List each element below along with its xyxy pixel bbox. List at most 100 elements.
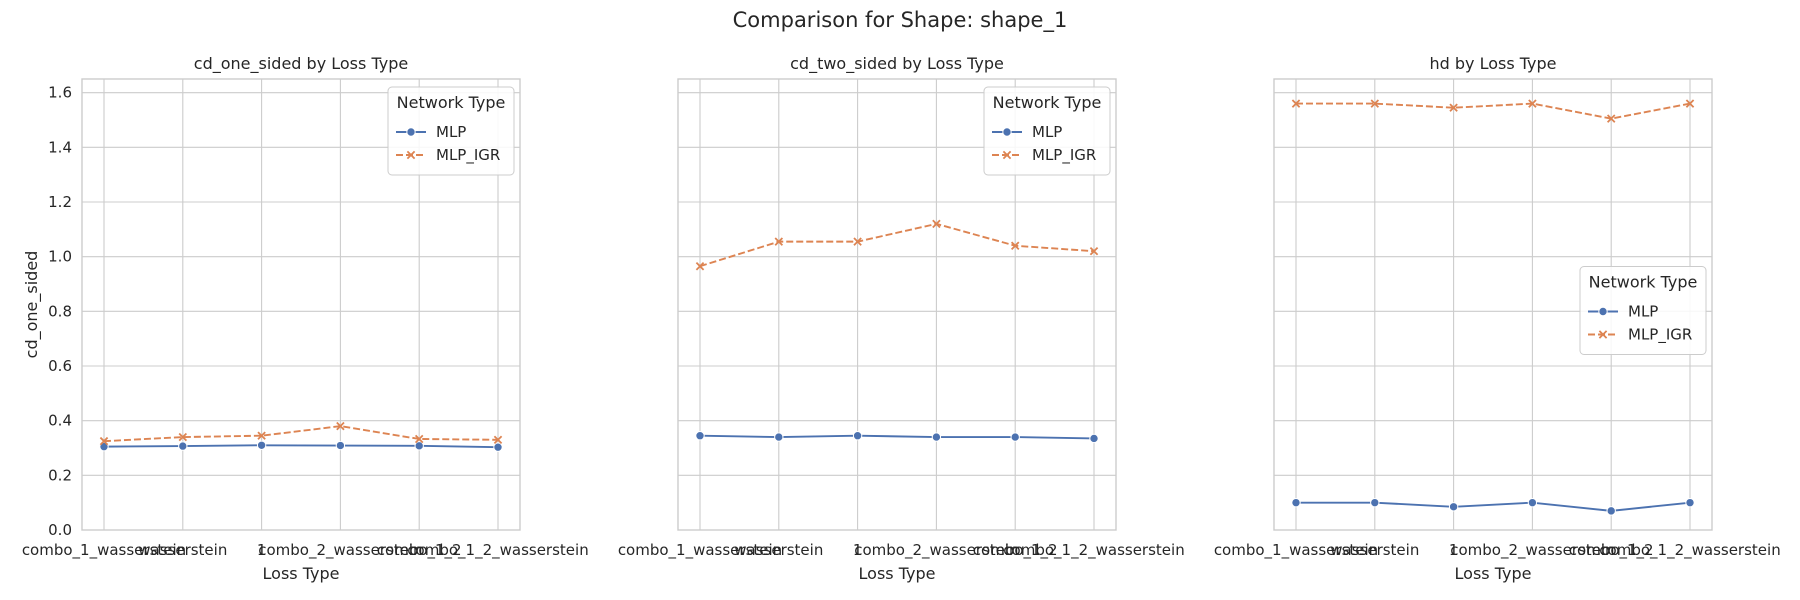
y-tick-label: 0.8 bbox=[48, 302, 72, 320]
data-point bbox=[493, 435, 503, 445]
series-line bbox=[1296, 102, 1691, 120]
x-tick-label: combo_1_2_wasserstein bbox=[407, 541, 588, 560]
x-tick-label: wasserstein bbox=[138, 541, 227, 559]
y-tick-label: 0.4 bbox=[48, 412, 72, 430]
data-point bbox=[1089, 433, 1099, 444]
legend: Network Type MLP MLP_IGR bbox=[1579, 266, 1707, 355]
series-mlp bbox=[695, 431, 1099, 444]
legend-title: Network Type bbox=[993, 93, 1102, 112]
y-tick-label: 0.2 bbox=[48, 466, 72, 484]
data-point bbox=[1010, 241, 1020, 250]
legend: Network Type MLP MLP_IGR bbox=[983, 86, 1111, 176]
legend-marker bbox=[1002, 127, 1012, 137]
legend-label: MLP_IGR bbox=[1032, 146, 1096, 165]
legend-label: MLP_IGR bbox=[1628, 326, 1692, 345]
data-point bbox=[1528, 99, 1537, 108]
data-point bbox=[1449, 103, 1458, 112]
data-point bbox=[1685, 99, 1695, 108]
x-tick-label: 1 bbox=[257, 541, 267, 559]
data-point bbox=[257, 431, 266, 440]
x-tick-label: combo_1_2 bbox=[377, 541, 462, 560]
x-tick-label: combo_1_2 bbox=[1569, 541, 1654, 560]
legend-title: Network Type bbox=[397, 93, 506, 112]
series-line bbox=[699, 222, 1095, 268]
legend-marker bbox=[1002, 150, 1012, 160]
legend-label: MLP bbox=[436, 123, 466, 141]
data-point bbox=[414, 441, 424, 451]
data-point bbox=[852, 431, 863, 441]
x-tick-label: 1 bbox=[853, 541, 863, 559]
y-tick-label: 0.0 bbox=[48, 521, 72, 539]
x-tick-label: wasserstein bbox=[734, 541, 823, 559]
legend-box bbox=[1579, 266, 1707, 355]
series-mlp-igr bbox=[695, 219, 1099, 271]
series-mlp-igr bbox=[99, 421, 503, 446]
x-tick-label: combo_1_2 bbox=[973, 541, 1058, 560]
plot-frame bbox=[677, 78, 1117, 531]
x-tick-label: combo_2_wasserstein bbox=[258, 541, 422, 560]
series-line bbox=[1296, 501, 1691, 512]
data-point bbox=[336, 421, 345, 431]
series-mlp-igr bbox=[1291, 99, 1695, 123]
legend-box bbox=[387, 86, 515, 176]
chart-panel-1: 0.0 0.2 0.4 0.6 0.8 1.0 1.2 1.4 1.6 combo_1_wasse… bbox=[22, 54, 589, 583]
data-point bbox=[695, 261, 705, 271]
legend-label: MLP bbox=[1628, 303, 1658, 321]
data-point bbox=[1448, 502, 1459, 512]
series-line bbox=[103, 425, 499, 443]
y-tick-label: 0.6 bbox=[48, 357, 72, 375]
legend-marker bbox=[1598, 330, 1608, 339]
y-axis-label: cd_one_sided bbox=[22, 251, 42, 359]
series-mlp bbox=[99, 440, 503, 452]
x-tick-label: wasserstein bbox=[1330, 541, 1419, 559]
legend-title: Network Type bbox=[1589, 273, 1698, 292]
data-point bbox=[335, 440, 346, 451]
x-axis-label: Loss Type bbox=[263, 564, 340, 583]
x-tick-label: combo_2_wasserstein bbox=[854, 541, 1018, 560]
data-point bbox=[1370, 497, 1380, 508]
legend-marker bbox=[1598, 306, 1608, 317]
data-point bbox=[1606, 114, 1616, 123]
data-point bbox=[1527, 497, 1538, 508]
x-tick-label: combo_1_wasserstein bbox=[1214, 541, 1378, 560]
data-point bbox=[695, 431, 705, 441]
series-mlp bbox=[1291, 497, 1695, 516]
panel-title: hd by Loss Type bbox=[1429, 54, 1556, 73]
data-point bbox=[1685, 497, 1695, 508]
legend: Network Type MLP MLP_IGR bbox=[387, 86, 515, 176]
x-tick-label: combo_1_2_wasserstein bbox=[1599, 541, 1780, 560]
data-point bbox=[414, 434, 424, 444]
data-point bbox=[1010, 432, 1020, 442]
x-tick-label: 1 bbox=[1449, 541, 1459, 559]
data-point bbox=[774, 237, 784, 246]
data-point bbox=[256, 440, 267, 450]
legend-box bbox=[983, 86, 1111, 176]
data-point bbox=[853, 237, 862, 246]
data-point bbox=[178, 441, 188, 451]
y-tick-label: 1.2 bbox=[48, 193, 72, 211]
data-point bbox=[931, 432, 942, 442]
legend-marker bbox=[406, 127, 416, 137]
data-point bbox=[178, 432, 188, 442]
x-tick-label: combo_1_wasserstein bbox=[618, 541, 782, 560]
legend-label: MLP bbox=[1032, 123, 1062, 141]
plot-frame bbox=[81, 78, 521, 531]
data-point bbox=[99, 436, 109, 446]
y-tick-label: 1.6 bbox=[48, 84, 72, 102]
series-line bbox=[699, 434, 1095, 440]
y-tick-label: 1.0 bbox=[48, 248, 72, 266]
data-point bbox=[1606, 506, 1616, 516]
data-point bbox=[1370, 99, 1380, 108]
panel-title: cd_one_sided by Loss Type bbox=[194, 54, 408, 74]
x-axis-label: Loss Type bbox=[1455, 564, 1532, 583]
plot-frame bbox=[1273, 78, 1713, 531]
data-point bbox=[493, 442, 503, 452]
x-tick-label: combo_1_wasserstein bbox=[22, 541, 186, 560]
legend-label: MLP_IGR bbox=[436, 146, 500, 165]
x-axis-label: Loss Type bbox=[859, 564, 936, 583]
data-point bbox=[932, 219, 941, 229]
legend-marker bbox=[406, 150, 416, 160]
